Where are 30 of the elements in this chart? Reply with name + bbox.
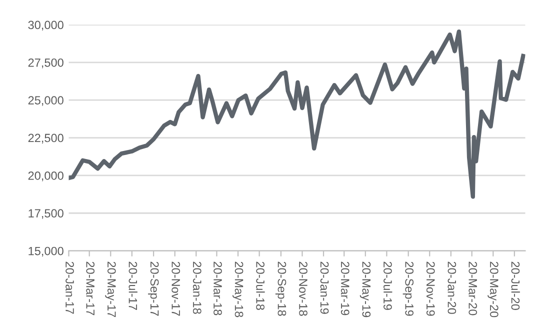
x-tick-label: 20-Mar-20 bbox=[468, 262, 478, 316]
x-tick-label: 20-Mar-19 bbox=[340, 262, 350, 316]
x-tick-label: 20-Jan-17 bbox=[66, 262, 74, 314]
x-tick-label: 20-Sep-19 bbox=[402, 262, 414, 316]
line-series bbox=[68, 29, 526, 199]
x-tick-label: 20-May-17 bbox=[105, 262, 116, 318]
x-tick-label: 20-Mar-17 bbox=[86, 262, 95, 316]
x-tick-label: 20-Jul-20 bbox=[511, 262, 520, 310]
x-tick-label: 20-May-20 bbox=[488, 262, 498, 318]
x-tick-label: 20-May-18 bbox=[232, 262, 244, 318]
x-tick-label: 20-Jul-19 bbox=[384, 262, 392, 310]
y-tick-label: 22,500 bbox=[28, 134, 64, 144]
x-tick-label: 20-Nov-17 bbox=[172, 262, 180, 316]
x-tick-label: 20-Jan-20 bbox=[448, 262, 456, 314]
y-tick-label: 20,000 bbox=[28, 171, 64, 182]
y-tick-label: 17,500 bbox=[28, 209, 64, 219]
y-tick-label: 27,500 bbox=[28, 58, 64, 68]
x-tick-label: 20-Jan-19 bbox=[320, 262, 329, 314]
y-tick-label: 30,000 bbox=[28, 20, 64, 31]
x-tick-label: 20-Jan-18 bbox=[192, 262, 202, 314]
x-tick-label: 20-Mar-18 bbox=[214, 262, 222, 316]
x-tick-label: 20-Nov-18 bbox=[299, 262, 308, 316]
x-tick-label: 20-Nov-19 bbox=[426, 262, 435, 316]
x-tick-label: 20-May-19 bbox=[360, 262, 371, 318]
y-tick-label: 25,000 bbox=[28, 96, 64, 106]
x-tick-label: 20-Jul-18 bbox=[256, 262, 265, 310]
x-tick-label: 20-Jul-17 bbox=[128, 262, 138, 310]
x-tick-label: 20-Sep-18 bbox=[275, 262, 286, 316]
y-tick-label: 15,000 bbox=[28, 246, 64, 257]
x-tick-label: 20-Sep-17 bbox=[148, 262, 159, 316]
